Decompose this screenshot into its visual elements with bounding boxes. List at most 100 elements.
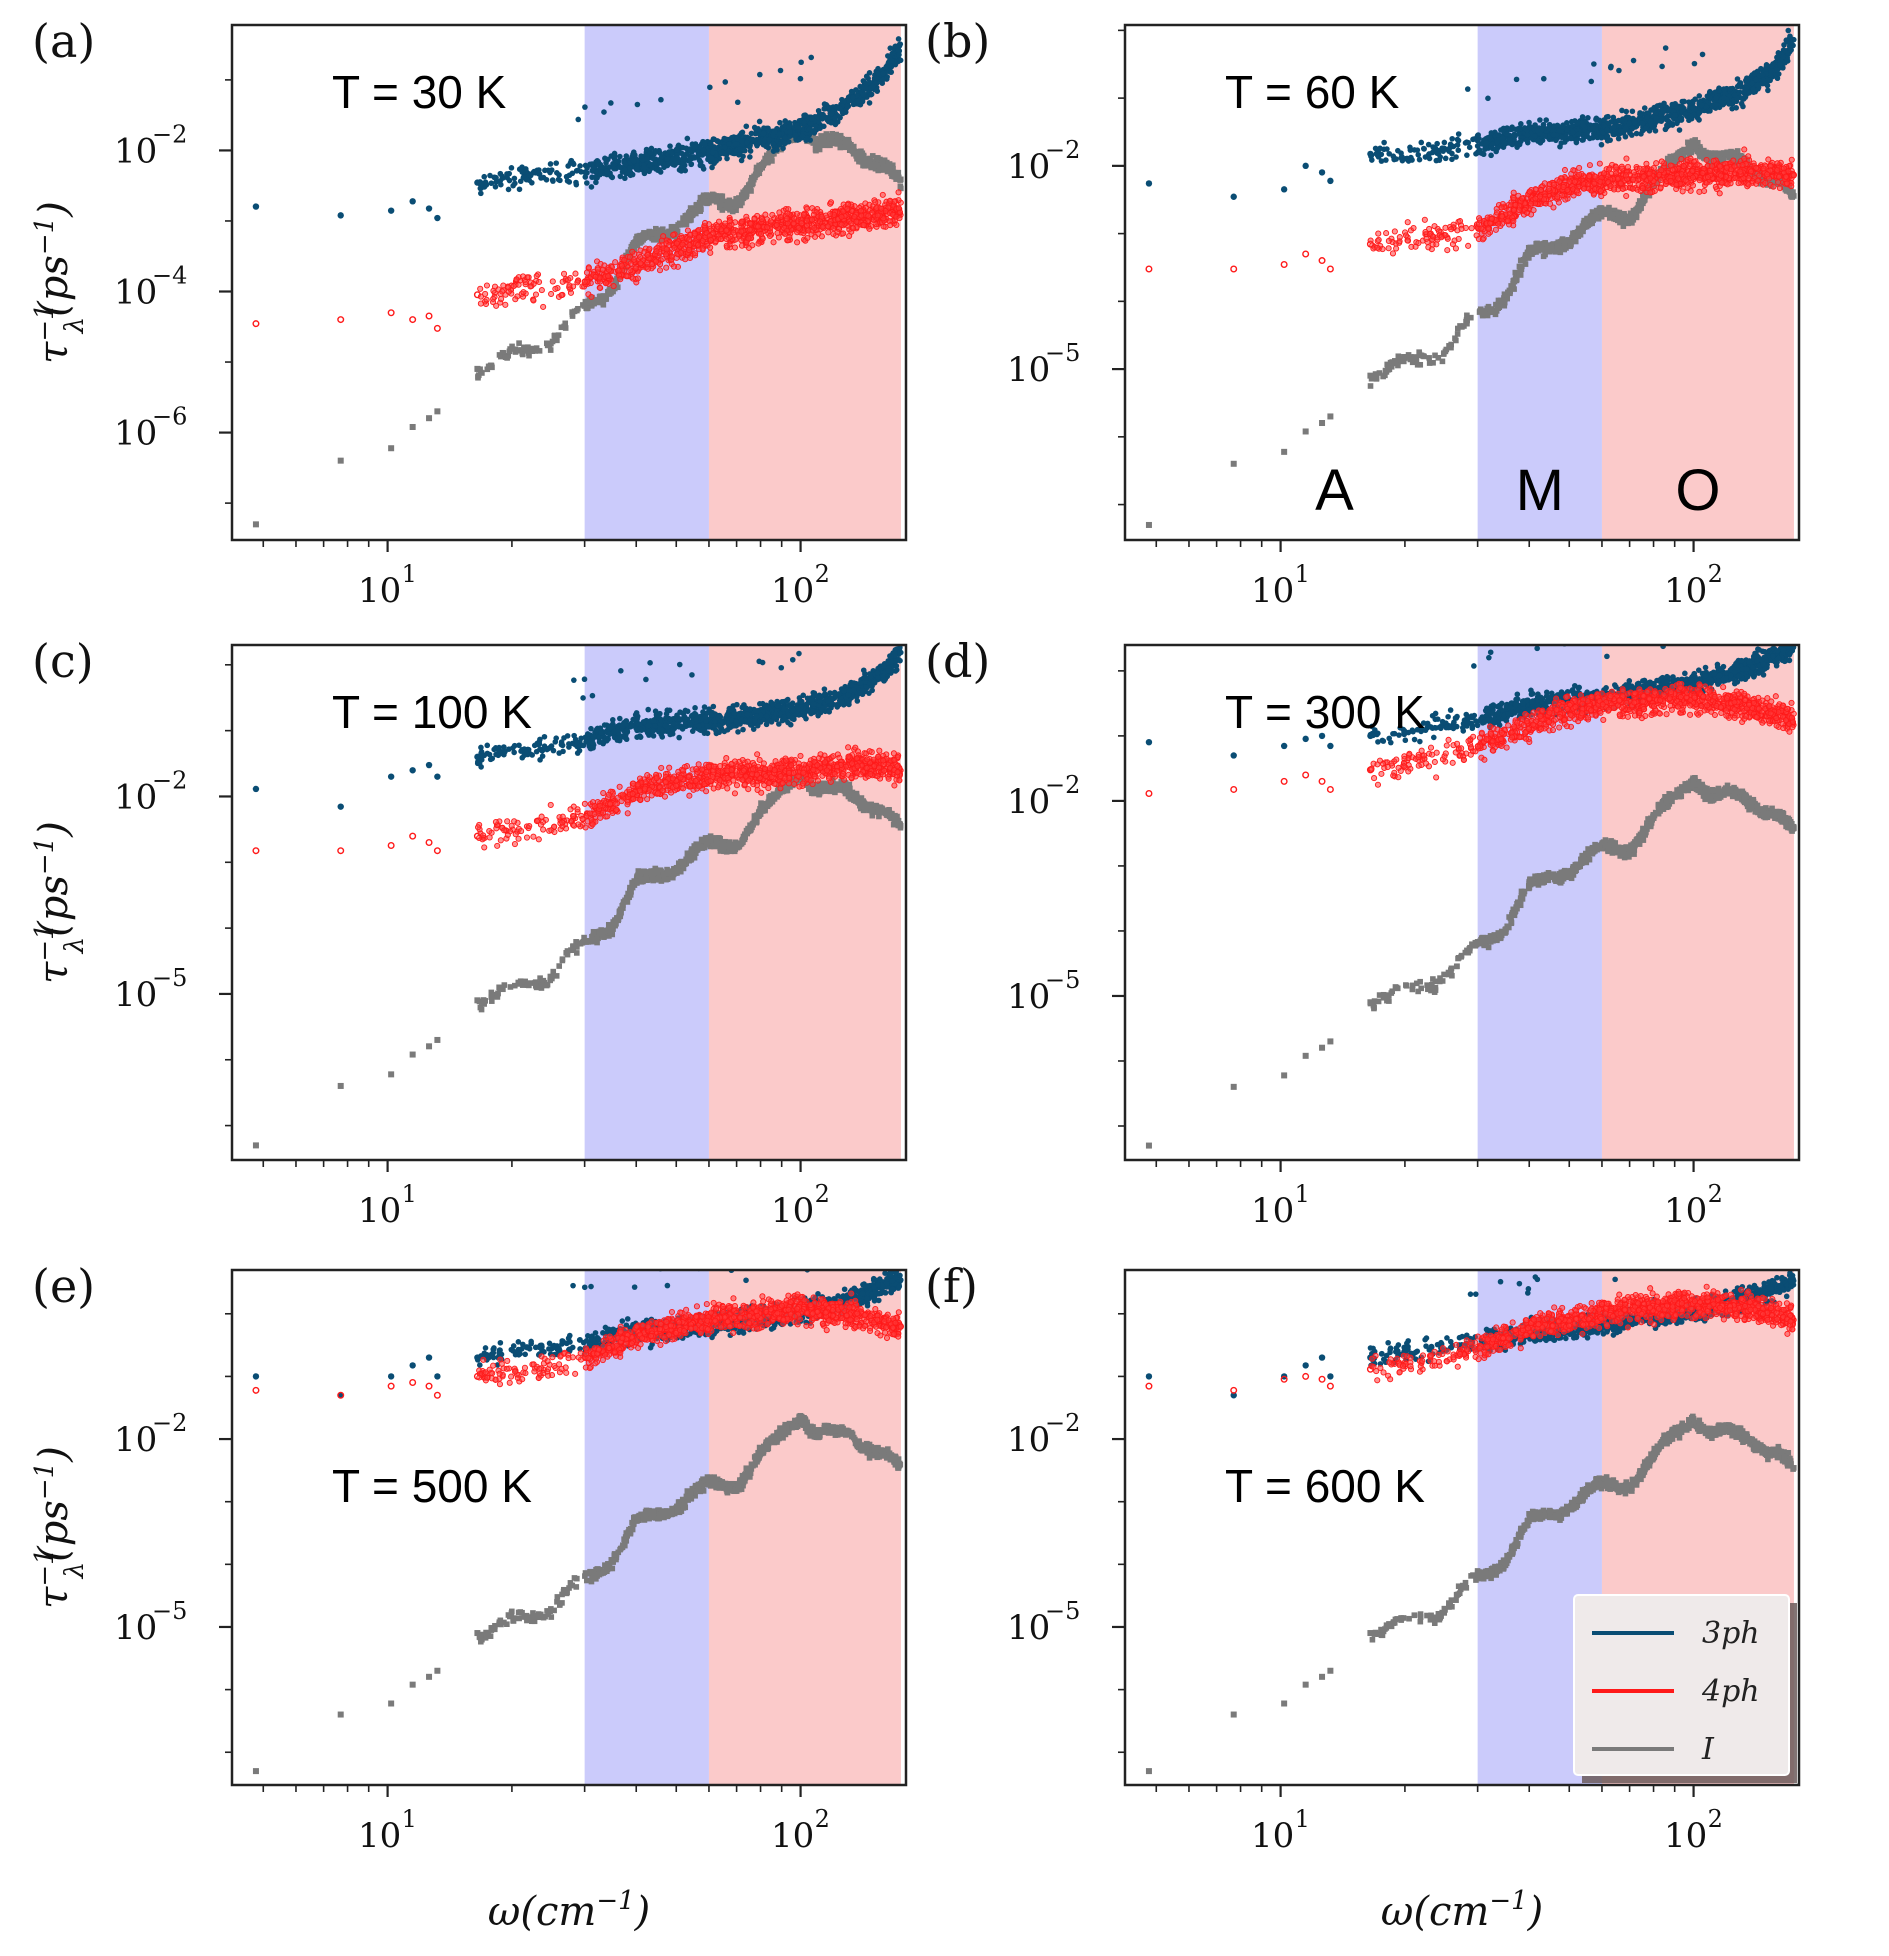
point-4ph bbox=[707, 244, 714, 251]
point-I bbox=[1367, 372, 1374, 379]
region-A bbox=[1125, 25, 1478, 540]
point-3ph bbox=[828, 119, 835, 126]
point-3ph bbox=[483, 182, 490, 188]
point-4ph bbox=[502, 301, 509, 308]
point-3ph bbox=[657, 169, 664, 175]
point-I bbox=[479, 370, 485, 376]
point-4ph bbox=[1730, 157, 1737, 164]
y-tick-exp: −6 bbox=[152, 403, 187, 431]
point-3ph bbox=[553, 160, 560, 166]
point-I bbox=[681, 221, 687, 228]
point-I bbox=[1716, 155, 1723, 161]
point-I bbox=[426, 415, 433, 422]
point-3ph bbox=[505, 186, 512, 193]
y-label-rest: (ps bbox=[31, 255, 77, 317]
point-4ph bbox=[811, 224, 818, 232]
point-3ph bbox=[667, 143, 673, 149]
point-4ph bbox=[838, 221, 845, 228]
point-3ph bbox=[634, 164, 640, 171]
point-I bbox=[1621, 211, 1627, 217]
point-4ph bbox=[629, 248, 636, 255]
point-3ph bbox=[590, 165, 597, 172]
point-I bbox=[1426, 355, 1432, 361]
point-3ph bbox=[792, 132, 799, 139]
point-I bbox=[745, 185, 751, 191]
point-3ph bbox=[729, 134, 735, 141]
point-4ph bbox=[560, 270, 568, 277]
point-I bbox=[1455, 325, 1461, 332]
point-I bbox=[1488, 306, 1494, 312]
point-3ph bbox=[777, 119, 783, 126]
point-3ph bbox=[582, 162, 589, 169]
point-3ph bbox=[644, 155, 650, 162]
point-3ph bbox=[615, 158, 622, 165]
point-3ph bbox=[657, 158, 664, 165]
plot-frame bbox=[230, 23, 908, 542]
point-3ph bbox=[806, 126, 813, 132]
point-4ph bbox=[1455, 235, 1462, 242]
point-I bbox=[692, 210, 699, 217]
point-I bbox=[1787, 191, 1794, 197]
point-3ph bbox=[673, 160, 680, 166]
point-I bbox=[641, 231, 648, 238]
point-4ph bbox=[670, 263, 678, 270]
point-I bbox=[1539, 246, 1545, 253]
point-4ph bbox=[723, 242, 730, 249]
point-4ph bbox=[1643, 160, 1650, 167]
point-4ph bbox=[566, 282, 573, 289]
point-I bbox=[1533, 245, 1540, 251]
point-3ph bbox=[611, 153, 618, 159]
point-4ph bbox=[895, 205, 902, 212]
point-I bbox=[409, 423, 416, 430]
point-4ph bbox=[695, 234, 702, 241]
y-label-close: ) bbox=[31, 201, 77, 218]
point-4ph bbox=[644, 251, 651, 258]
point-3ph bbox=[853, 87, 859, 93]
point-I bbox=[1389, 359, 1396, 365]
y-axis-label: τ−1λ(ps−1) bbox=[30, 201, 90, 364]
point-I bbox=[1464, 312, 1470, 319]
point-I bbox=[721, 199, 727, 205]
point-4ph bbox=[1485, 230, 1492, 237]
point-4ph bbox=[1230, 265, 1238, 273]
point-3ph bbox=[875, 70, 881, 77]
point-4ph bbox=[738, 228, 745, 235]
point-4ph bbox=[770, 239, 777, 246]
point-4ph bbox=[572, 270, 579, 277]
point-3ph bbox=[648, 145, 655, 152]
y-label-sub: λ bbox=[60, 317, 90, 334]
point-I bbox=[1694, 148, 1701, 155]
point-4ph bbox=[749, 242, 756, 249]
point-4ph bbox=[751, 215, 758, 223]
point-3ph bbox=[708, 141, 714, 147]
point-I bbox=[1380, 373, 1386, 380]
point-I bbox=[1722, 150, 1728, 157]
point-4ph bbox=[637, 260, 644, 267]
point-4ph bbox=[834, 228, 841, 235]
point-3ph bbox=[794, 124, 800, 130]
point-3ph bbox=[753, 141, 760, 147]
point-I bbox=[1542, 251, 1548, 258]
point-I bbox=[1593, 214, 1599, 220]
point-3ph bbox=[896, 51, 902, 58]
point-4ph bbox=[1765, 156, 1772, 163]
point-I bbox=[1384, 364, 1391, 371]
point-3ph bbox=[603, 159, 609, 166]
point-4ph bbox=[1550, 204, 1557, 211]
point-4ph bbox=[1421, 216, 1428, 223]
point-4ph bbox=[723, 227, 730, 234]
point-3ph bbox=[777, 67, 784, 74]
point-I bbox=[1705, 150, 1711, 156]
point-4ph bbox=[879, 191, 886, 198]
point-4ph bbox=[1788, 156, 1795, 163]
point-4ph bbox=[621, 257, 628, 264]
point-4ph bbox=[1438, 234, 1445, 241]
point-3ph bbox=[535, 170, 542, 177]
point-4ph bbox=[1775, 179, 1782, 186]
point-4ph bbox=[707, 236, 714, 243]
point-I bbox=[1420, 353, 1426, 359]
point-I bbox=[1426, 360, 1433, 366]
point-4ph bbox=[490, 287, 497, 294]
point-4ph bbox=[853, 218, 860, 225]
point-4ph bbox=[1623, 155, 1630, 162]
